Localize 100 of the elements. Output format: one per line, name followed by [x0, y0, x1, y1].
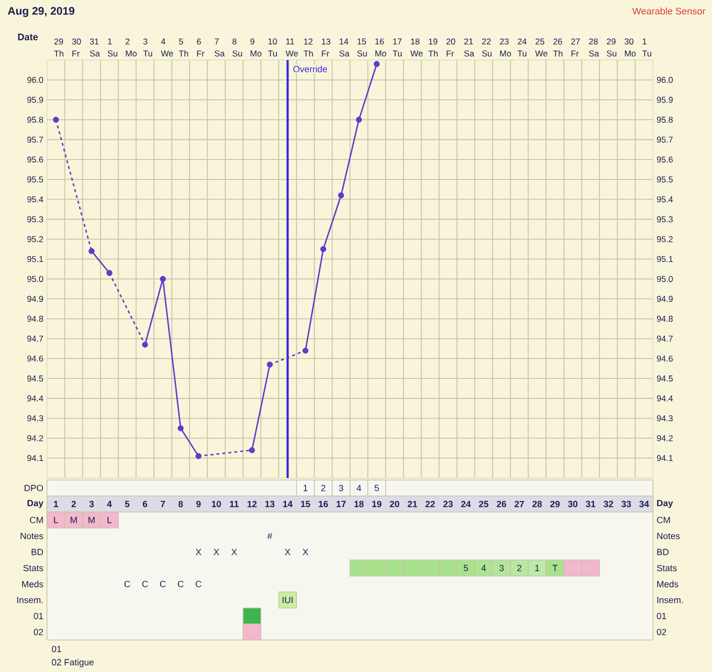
point [320, 246, 326, 252]
point [178, 425, 184, 432]
data-label: 3 [338, 484, 344, 492]
data-label: 1 [535, 564, 540, 572]
y2-tick-label: 02 [656, 628, 666, 636]
y-tick-label: 94.4 [27, 395, 44, 402]
x-tick-label: 11 [230, 500, 239, 508]
y2-tick-label: 94.2 [656, 435, 673, 442]
x-tick-label: 11 We [286, 38, 298, 56]
x-tick-label: 9 Mo [250, 38, 262, 56]
y2-tick-label: 94.7 [656, 336, 673, 342]
x-tick-label: 28 [532, 500, 542, 508]
point [106, 270, 112, 276]
x-tick-label: 28 Sa [589, 38, 600, 56]
y2-tick-label: 94.1 [656, 455, 673, 462]
x-tick-label: 6 [142, 500, 148, 508]
x-tick-label: 3 [89, 500, 94, 508]
ref-line-label: Override [293, 66, 327, 72]
y-tick-label: 94.9 [27, 296, 44, 302]
y-tick-label: 95.4 [27, 196, 44, 202]
text: T [552, 564, 558, 572]
point [88, 248, 95, 254]
point [160, 276, 166, 282]
x-tick-label: 16 [318, 500, 328, 508]
x-tick-label: 17 [336, 500, 346, 508]
x-tick-label: 30 Fr [72, 38, 81, 56]
x-tick-label: 7 Sa [214, 38, 225, 56]
data-label: 2 [321, 484, 326, 492]
y2-tick-label: 95.9 [656, 96, 673, 103]
data-label: 2 [517, 564, 522, 572]
x-tick-label: 23 [443, 500, 453, 508]
x-tick-label: 12 Th [304, 38, 313, 56]
text: C [160, 580, 166, 588]
text: C [178, 580, 184, 588]
x-tick-label: 27 [514, 500, 524, 508]
text: X [214, 548, 220, 556]
y2-tick-label: 95.7 [656, 136, 673, 143]
y-tick-label: Notes [20, 532, 44, 540]
x-tick-label: 10 Tu [268, 38, 277, 56]
y2-tick-label: 96.0 [656, 76, 673, 83]
y-tick-label: 94.5 [27, 375, 44, 382]
y2-tick-label: Notes [657, 532, 680, 540]
x-tick-label: 8 Su [232, 38, 242, 56]
y-tick-label: 95.5 [27, 176, 44, 182]
x-tick-label: 30 Mo [624, 38, 636, 56]
x-tick-label: 1 [54, 500, 58, 508]
point [52, 116, 59, 123]
y2-tick-label: 95.5 [656, 176, 673, 182]
y-tick-label: 96.0 [27, 76, 44, 83]
y2-tick-label: 01 [656, 612, 666, 620]
x-tick-label: 14 [283, 500, 293, 508]
x-tick-label: 3 Tu [143, 38, 152, 56]
y-tick-label: Stats [23, 564, 44, 572]
y2-tick-label: 94.5 [656, 375, 673, 382]
x-tick-label: 19 Th [428, 38, 438, 56]
x-tick-label: 31 Sa [90, 38, 100, 56]
x-tick-label: 25 We [535, 38, 548, 56]
y2-tick-label: Meds [657, 580, 678, 588]
point [266, 362, 273, 368]
y-tick-label: 95.8 [27, 116, 44, 123]
y-tick-label: 95.9 [27, 96, 44, 103]
y-tick-label: 94.3 [27, 415, 44, 422]
x-tick-label: 6 Fr [196, 38, 204, 56]
data-label: 4 [481, 564, 486, 572]
x-tick-label: 1 Tu [642, 38, 652, 56]
x-tick-label: 32 [604, 500, 614, 508]
y-tick-label: 02 [34, 628, 44, 636]
x-tick-label: 14 Sa [339, 38, 350, 56]
text: C [142, 580, 148, 588]
y2-tick-label: 94.6 [656, 356, 673, 362]
x-tick-label: 26 Th [553, 38, 562, 56]
text: L [54, 516, 58, 524]
x-tick-label: 22 [426, 500, 435, 508]
y2-tick-label: 95.2 [656, 236, 673, 242]
data-label: 3 [499, 564, 504, 572]
text: M [70, 516, 77, 524]
x-tick-label: 17 Tu [392, 38, 402, 56]
x-tick-label: 12 [248, 500, 257, 508]
x-tick-label: 18 [354, 500, 364, 508]
x-tick-label: 8 [178, 500, 183, 508]
x-axis-title: Day [28, 500, 44, 508]
x-tick-label: 26 [496, 500, 506, 508]
x-tick-label: 19 [372, 500, 382, 508]
y-tick-label: BD [32, 548, 44, 556]
x-tick-label: 29 Th [54, 38, 64, 56]
text: L [108, 516, 112, 524]
y2-tick-label: Insem. [657, 596, 683, 604]
y2-tick-label: 95.1 [656, 256, 673, 262]
point [338, 192, 344, 198]
text: X [302, 548, 308, 556]
x-tick-label: 20 Fr [446, 38, 456, 56]
text: Day [657, 500, 673, 508]
y-tick-label: 95.6 [27, 156, 44, 163]
y2-tick-label: CM [656, 516, 670, 524]
y-tick-label: 95.3 [27, 216, 44, 222]
data-label: 5 [374, 484, 379, 492]
x-tick-label: 30 [568, 500, 578, 508]
x-tick-label: 23 Mo [500, 38, 511, 56]
x-tick-label: 20 [390, 500, 400, 508]
text: X [284, 548, 290, 556]
